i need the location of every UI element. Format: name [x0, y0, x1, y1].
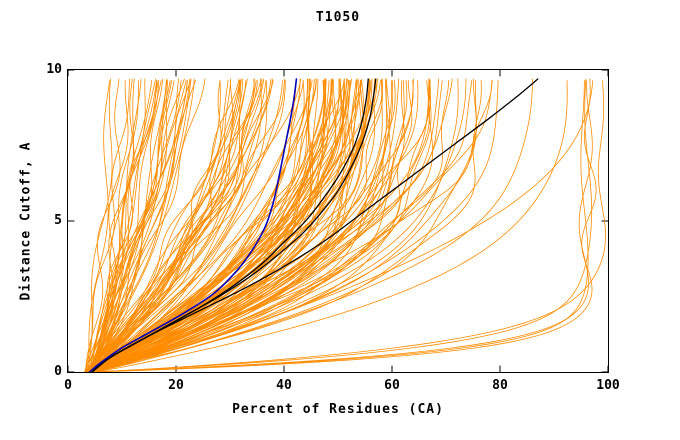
y-tick-label: 10	[46, 62, 62, 77]
y-tick-label: 0	[54, 364, 62, 379]
y-tick-label: 5	[54, 213, 62, 228]
y-axis-label: Distance Cutoff, A	[18, 141, 34, 301]
x-tick-label: 100	[596, 378, 620, 393]
x-tick-label: 40	[276, 378, 292, 393]
curves-canvas	[68, 70, 608, 372]
x-tick-label: 60	[384, 378, 400, 393]
x-axis-label: Percent of Residues (CA)	[232, 402, 444, 417]
x-tick-label: 80	[492, 378, 508, 393]
chart-title: T1050	[315, 10, 361, 25]
x-tick-label: 0	[64, 378, 72, 393]
x-tick-label: 20	[168, 378, 184, 393]
